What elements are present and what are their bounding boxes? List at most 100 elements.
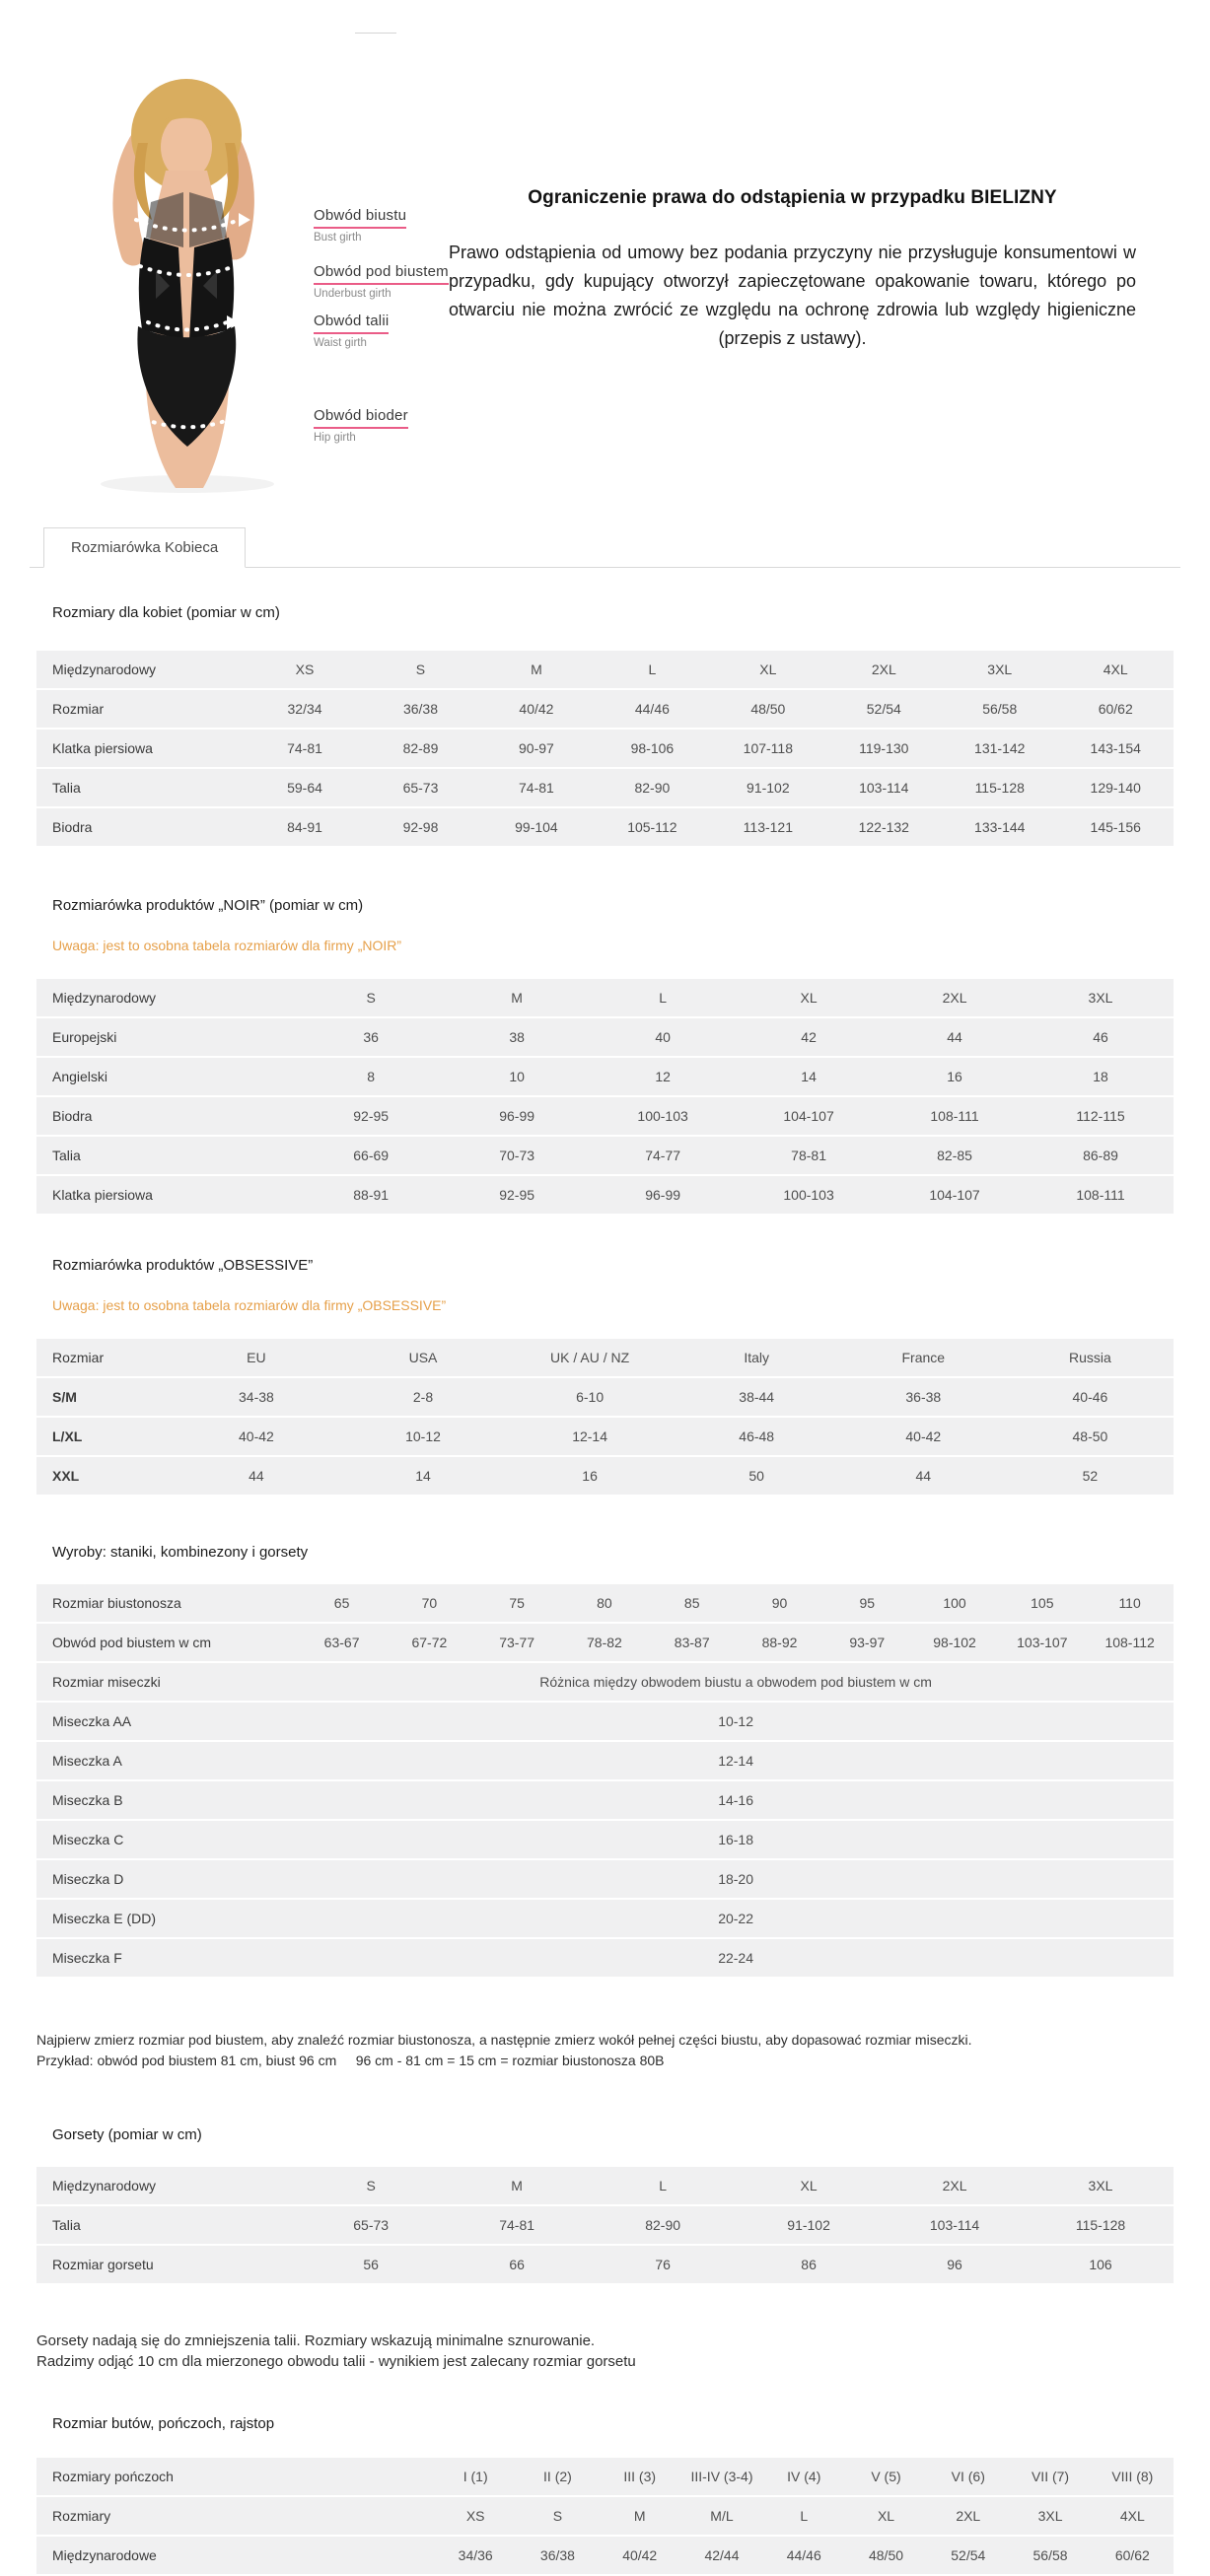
cell: 73-77 [472, 1624, 561, 1663]
cell: 4XL [1057, 651, 1174, 690]
row-label: Miseczka E (DD) [36, 1900, 299, 1939]
cell: 16 [506, 1457, 674, 1497]
pink-underline [314, 332, 390, 334]
cell: 88-91 [298, 1176, 445, 1216]
cell: 108-111 [1028, 1176, 1174, 1216]
tab-bar: Rozmiarówka Kobieca [30, 527, 1180, 568]
cell: L [590, 2167, 737, 2206]
cell: 44/46 [594, 690, 711, 730]
hosiery-sizes-table: Rozmiary pończoch I (1) II (2) III (3) III-I… [36, 2456, 1174, 2576]
cell: 74-77 [590, 1137, 737, 1176]
cell: 32/34 [247, 690, 363, 730]
table-row: Miseczka AA 10-12 [36, 1703, 1174, 1742]
cell: 104-107 [882, 1176, 1029, 1216]
cell: 75 [472, 1584, 561, 1624]
cell: 38-44 [673, 1378, 840, 1418]
cell: 145-156 [1057, 808, 1174, 848]
table-row: Talia 65-73 74-81 82-90 91-102 103-114 115-128 [36, 2206, 1174, 2246]
cell: M/L [680, 2497, 763, 2537]
cell: 59-64 [247, 769, 363, 808]
section-title-hosiery: Rozmiar butów, pończoch, rajstop [52, 2415, 275, 2432]
cell: 103-114 [825, 769, 943, 808]
cell: 67-72 [385, 1624, 473, 1663]
cell: 48/50 [844, 2537, 928, 2576]
cell: 80 [560, 1584, 649, 1624]
corsets-sizes-table: Międzynarodowy S M L XL 2XL 3XL Talia 65-73 74-81… [36, 2165, 1174, 2285]
cell: EU [173, 1339, 340, 1378]
row-label: Rozmiar gorsetu [36, 2246, 299, 2285]
cell: VIII (8) [1091, 2458, 1174, 2497]
cell: 91-102 [736, 2206, 883, 2246]
measurement-label-pl: Obwód talii [314, 313, 390, 329]
table-row: Międzynarodowe 34/36 36/38 40/42 42/44 44/46 4… [36, 2537, 1174, 2576]
cell: 129-140 [1057, 769, 1174, 808]
cell: 3XL [1028, 979, 1174, 1018]
women-sizes-table: Międzynarodowy XS S M L XL 2XL 3XL 4XL Rozmiar 32/… [36, 649, 1174, 848]
cell: VII (7) [1009, 2458, 1092, 2497]
cell: 112-115 [1028, 1097, 1174, 1137]
cell: 2XL [825, 651, 943, 690]
noir-note: Uwaga: jest to osobna tabela rozmiarów d… [52, 938, 402, 953]
measurement-label-waist: Obwód talii Waist girth [314, 313, 390, 349]
row-label: Międzynarodowy [36, 979, 299, 1018]
cell: 96-99 [590, 1176, 737, 1216]
table-row: Miseczka D 18-20 [36, 1860, 1174, 1900]
bras-sizes-table: Rozmiar biustonosza 65 70 75 80 85 90 95 100 105 1… [36, 1582, 1174, 1979]
row-label: Biodra [36, 1097, 299, 1137]
tab-rozmiarowka-kobieca[interactable]: Rozmiarówka Kobieca [43, 527, 247, 568]
cell: 92-98 [362, 808, 479, 848]
cell: 91-102 [710, 769, 826, 808]
cell: 46 [1028, 1018, 1174, 1058]
cell: Russia [1006, 1339, 1174, 1378]
table-row: Miseczka F 22-24 [36, 1939, 1174, 1979]
corsets-note: Gorsety nadają się do zmniejszenia talii… [36, 2331, 1174, 2372]
row-label: Rozmiar miseczki [36, 1663, 299, 1703]
cell: 8 [298, 1058, 445, 1097]
cell: 86 [736, 2246, 883, 2285]
pink-underline [314, 283, 449, 285]
measurement-label-en: Waist girth [314, 337, 367, 349]
cell: 2-8 [339, 1378, 507, 1418]
cell: 82-90 [594, 769, 711, 808]
row-label: S/M [36, 1378, 174, 1418]
cell: 83-87 [648, 1624, 737, 1663]
model-photo-illustration [101, 79, 274, 493]
cell: 2XL [882, 979, 1029, 1018]
table-row: Miseczka E (DD) 20-22 [36, 1900, 1174, 1939]
cell: 106 [1028, 2246, 1174, 2285]
cell: 115-128 [942, 769, 1058, 808]
row-label: Miseczka F [36, 1939, 299, 1979]
bras-note: Najpierw zmierz rozmiar pod biustem, aby… [36, 2030, 1174, 2071]
row-label: Miseczka AA [36, 1703, 299, 1742]
model-photo [39, 44, 325, 498]
cell: 14 [736, 1058, 883, 1097]
cell: 90 [736, 1584, 823, 1624]
cell: 36/38 [362, 690, 479, 730]
bras-note-line1: Najpierw zmierz rozmiar pod biustem, aby… [36, 2032, 972, 2048]
obsessive-sizes-table: Rozmiar EU USA UK / AU / NZ Italy France Russi… [36, 1337, 1174, 1497]
cell: 131-142 [942, 730, 1058, 769]
measurement-label-pl: Obwód pod biustem [314, 263, 449, 280]
cell: 105 [998, 1584, 1087, 1624]
cell: 98-102 [910, 1624, 999, 1663]
cell: 6-10 [506, 1378, 674, 1418]
cell: 34/36 [434, 2537, 517, 2576]
cell: 78-81 [736, 1137, 883, 1176]
cell: 100-103 [736, 1176, 883, 1216]
row-label: Klatka piersiowa [36, 730, 248, 769]
cell: 70-73 [444, 1137, 591, 1176]
cell: L [762, 2497, 845, 2537]
row-label: Rozmiar [36, 690, 248, 730]
cell: 105-112 [594, 808, 711, 848]
cell: 2XL [882, 2167, 1029, 2206]
table-row: S/M 34-38 2-8 6-10 38-44 36-38 40-46 [36, 1378, 1174, 1418]
measurement-label-bust: Obwód biustu Bust girth [314, 207, 407, 244]
table-row: Angielski 8 10 12 14 16 18 [36, 1058, 1174, 1097]
row-label: Rozmiary pończoch [36, 2458, 435, 2497]
cell: 66 [444, 2246, 591, 2285]
cell: 40-42 [173, 1418, 340, 1457]
table-row: Miseczka A 12-14 [36, 1742, 1174, 1781]
hero-section: Obwód biustu Bust girth Obwód pod biuste… [0, 0, 1210, 527]
cell: 12 [590, 1058, 737, 1097]
bras-note-line2: Przykład: obwód pod biustem 81 cm, biust… [36, 2053, 665, 2068]
